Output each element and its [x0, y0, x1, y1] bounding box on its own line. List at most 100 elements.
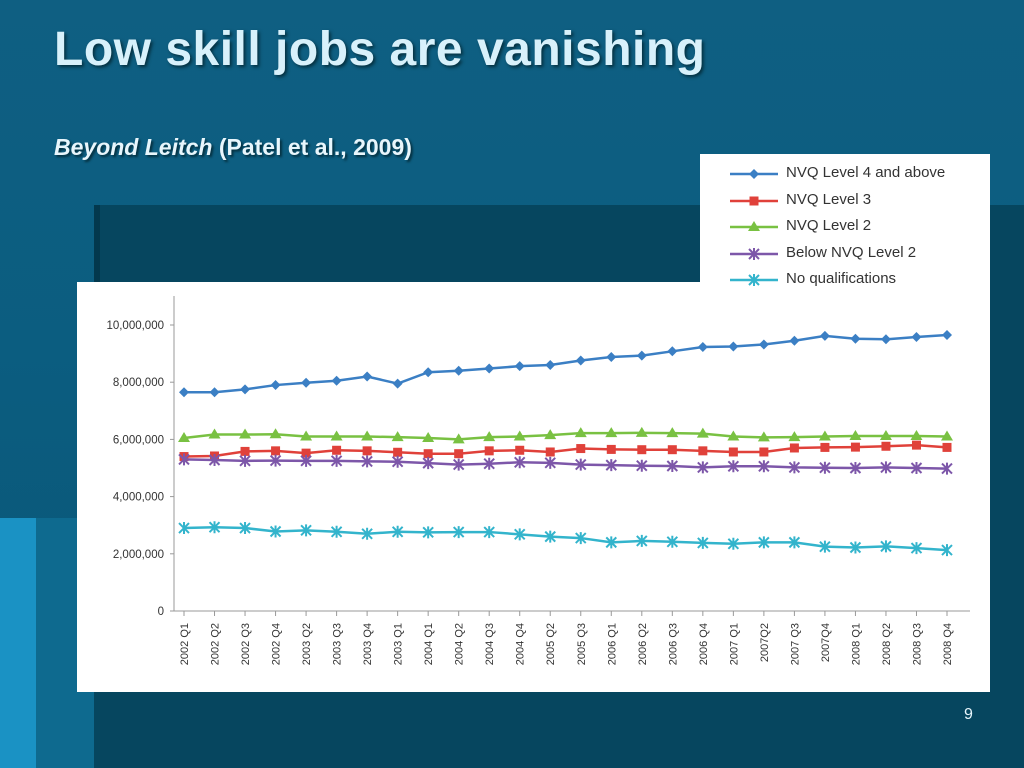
data-point-nvq-level-2 [727, 430, 740, 441]
data-point-nvq-level-2 [757, 431, 770, 442]
data-point-below-nvq-level-2 [300, 454, 312, 467]
data-point-nvq-level-2 [849, 429, 862, 440]
legend-swatch [730, 274, 778, 286]
data-point-nvq-level-4-and-above [575, 355, 586, 366]
x-tick-label: 2003 Q4 [362, 623, 374, 665]
data-point-no-qualifications [300, 524, 312, 537]
legend-swatch [730, 169, 778, 179]
legend-item-no-qualifications: No qualifications [700, 267, 990, 293]
data-point-nvq-level-4-and-above [667, 346, 678, 357]
x-tick-label: 2007Q2 [759, 623, 771, 662]
legend-swatch-marker [748, 274, 760, 286]
data-point-nvq-level-3 [728, 447, 738, 457]
data-point-nvq-level-2 [605, 427, 618, 438]
legend-swatch [730, 196, 778, 205]
data-point-no-qualifications [910, 542, 923, 555]
data-point-nvq-level-4-and-above [453, 365, 464, 376]
x-tick-label: 2006 Q4 [698, 623, 710, 665]
series-line-nvq-level-2 [183, 431, 948, 441]
data-point-nvq-level-2 [635, 426, 648, 437]
legend-item-below-nvq-level-2: Below NVQ Level 2 [700, 241, 990, 267]
data-point-no-qualifications [208, 521, 221, 534]
legend-label: NVQ Level 4 and above [786, 164, 946, 181]
data-point-no-qualifications [605, 536, 617, 549]
x-tick-label: 2002 Q3 [240, 623, 252, 665]
data-point-nvq-level-4-and-above [240, 384, 251, 395]
data-point-nvq-level-4-and-above [514, 361, 525, 372]
y-tick-label: 0 [158, 606, 164, 618]
data-point-nvq-level-4-and-above [758, 339, 769, 350]
data-point-below-nvq-level-2 [239, 454, 251, 467]
data-point-nvq-level-4-and-above [789, 335, 800, 346]
x-tick-label: 2007 Q3 [789, 623, 801, 665]
data-point-nvq-level-4-and-above [362, 371, 373, 382]
data-point-nvq-level-4-and-above [545, 360, 556, 371]
x-tick-label: 2008 Q2 [881, 623, 893, 665]
data-point-nvq-level-2 [513, 430, 526, 441]
subtitle-citation: (Patel et al., 2009) [218, 134, 412, 160]
chart-legend: NVQ Level 4 and above NVQ Level 3 NVQ Leve… [700, 154, 990, 290]
slide-title: Low skill jobs are vanishing [54, 23, 706, 76]
data-point-no-qualifications [788, 536, 801, 549]
data-point-no-qualifications [697, 536, 709, 549]
data-point-no-qualifications [452, 526, 465, 539]
data-point-nvq-level-4-and-above [728, 341, 739, 352]
legend-swatch-marker [749, 196, 759, 205]
data-point-nvq-level-4-and-above [270, 380, 281, 391]
data-point-nvq-level-2 [300, 430, 313, 441]
x-tick-label: 2002 Q1 [179, 623, 191, 665]
data-point-nvq-level-2 [269, 428, 282, 439]
x-tick-label: 2005 Q2 [545, 623, 557, 665]
x-tick-label: 2007 Q1 [728, 623, 740, 665]
data-point-nvq-level-3 [484, 446, 494, 456]
data-point-below-nvq-level-2 [849, 462, 862, 474]
data-point-nvq-level-3 [698, 446, 708, 456]
data-point-nvq-level-4-and-above [942, 330, 952, 341]
data-point-below-nvq-level-2 [483, 457, 495, 470]
legend-label: No qualifications [786, 270, 897, 287]
x-tick-label: 2008 Q1 [850, 623, 862, 665]
data-point-nvq-level-2 [544, 429, 557, 440]
series-line-nvq-level-3 [183, 443, 948, 458]
data-point-nvq-level-3 [240, 446, 250, 456]
data-point-nvq-level-3 [301, 448, 311, 458]
data-point-nvq-level-3 [820, 442, 830, 452]
data-point-nvq-level-3 [515, 445, 525, 455]
data-point-no-qualifications [636, 534, 648, 547]
data-point-below-nvq-level-2 [575, 458, 587, 471]
x-tick-label: 2002 Q4 [271, 623, 283, 665]
data-point-nvq-level-3 [942, 442, 952, 452]
data-point-nvq-level-4-and-above [880, 334, 891, 345]
data-point-no-qualifications [361, 527, 373, 540]
data-point-nvq-level-2 [788, 431, 801, 442]
data-point-below-nvq-level-2 [941, 462, 953, 475]
data-point-nvq-level-3 [759, 447, 769, 457]
data-point-nvq-level-3 [423, 449, 433, 459]
data-point-nvq-level-2 [818, 430, 831, 441]
data-point-nvq-level-2 [208, 428, 221, 439]
data-point-nvq-level-2 [483, 431, 496, 442]
data-point-below-nvq-level-2 [788, 461, 801, 474]
data-point-nvq-level-3 [789, 443, 799, 453]
data-point-no-qualifications [239, 522, 251, 535]
data-point-nvq-level-4-and-above [606, 352, 617, 363]
data-point-below-nvq-level-2 [330, 454, 343, 467]
x-tick-label: 2004 Q3 [484, 623, 496, 665]
data-point-below-nvq-level-2 [544, 456, 556, 469]
data-point-nvq-level-2 [879, 429, 892, 440]
data-point-no-qualifications [391, 525, 404, 538]
legend-label: Below NVQ Level 2 [786, 243, 917, 261]
data-point-nvq-level-2 [452, 433, 465, 444]
data-point-no-qualifications [819, 540, 831, 553]
legend-item-nvq-level-4-and-above: NVQ Level 4 and above [700, 161, 990, 187]
chart: 0 2,000,000 4,000,000 6,000,000 8,000,000 10,… [77, 282, 990, 692]
data-point-nvq-level-4-and-above [636, 350, 647, 361]
x-tick-label: 2008 Q4 [942, 623, 954, 665]
data-point-nvq-level-4-and-above [392, 378, 403, 389]
data-point-nvq-level-2 [941, 430, 953, 441]
data-point-nvq-level-3 [576, 444, 586, 454]
data-point-nvq-level-4-and-above [179, 387, 189, 398]
y-tick-label: 4,000,000 [113, 492, 164, 504]
subtitle-book-title: Beyond Leitch [54, 134, 213, 160]
data-point-below-nvq-level-2 [361, 455, 373, 468]
